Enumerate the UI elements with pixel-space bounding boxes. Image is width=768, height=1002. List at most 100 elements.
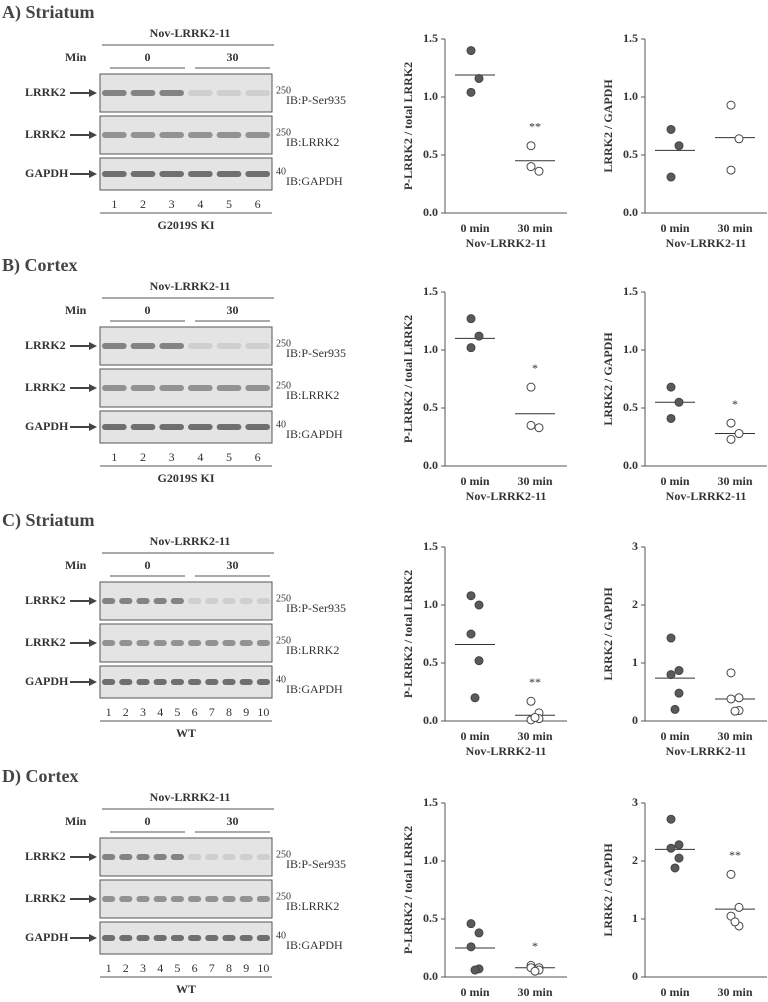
y-tick-label: 1 xyxy=(632,655,638,669)
lane-number: 10 xyxy=(257,961,269,975)
band xyxy=(170,598,184,604)
lane-number: 8 xyxy=(226,705,232,719)
band xyxy=(130,385,156,391)
band xyxy=(188,90,213,96)
dot xyxy=(466,87,476,97)
x-axis-label: Nov-LRRK2-11 xyxy=(666,489,747,503)
band xyxy=(136,935,150,941)
dot xyxy=(474,73,484,83)
dot xyxy=(534,423,544,433)
lane-number: 9 xyxy=(243,705,249,719)
y-axis-label: P-LRRK2 / total LRRK2 xyxy=(401,570,415,698)
ib-label: IB:P-Ser935 xyxy=(286,93,346,107)
band xyxy=(239,598,253,604)
dot xyxy=(674,688,684,698)
y-axis-label: LRRK2 / GAPDH xyxy=(601,843,615,937)
y-tick-label: 0.5 xyxy=(623,400,638,414)
lane-number: 6 xyxy=(255,197,261,211)
band xyxy=(119,679,133,685)
band xyxy=(239,935,253,941)
band xyxy=(222,679,236,685)
band xyxy=(216,385,242,391)
marker: 40 xyxy=(276,419,286,430)
lane-number: 3 xyxy=(140,961,146,975)
band xyxy=(130,90,156,96)
dot xyxy=(466,919,476,929)
dot xyxy=(466,343,476,353)
y-tick-label: 1.5 xyxy=(623,31,638,45)
y-tick-label: 0 xyxy=(632,969,638,983)
y-tick-label: 0.0 xyxy=(623,205,638,219)
y-tick-label: 1.5 xyxy=(423,795,438,809)
panel-title: D) Cortex xyxy=(2,766,78,787)
dot xyxy=(530,713,540,723)
dot xyxy=(730,917,740,927)
blot-strip xyxy=(99,326,273,366)
time-group: 0 xyxy=(145,50,151,64)
x-axis-label: Nov-LRRK2-11 xyxy=(666,1000,747,1002)
dot xyxy=(530,966,540,976)
dot xyxy=(726,869,736,879)
band xyxy=(153,679,167,685)
ib-label: IB:P-Ser935 xyxy=(286,857,346,871)
row-label: GAPDH xyxy=(25,674,69,688)
lane-number: 5 xyxy=(174,961,180,975)
band xyxy=(153,598,167,604)
marker: 250 xyxy=(276,635,291,646)
panel-title: A) Striatum xyxy=(2,2,95,23)
band xyxy=(102,385,127,391)
dot xyxy=(666,843,676,853)
band xyxy=(188,171,213,177)
x-tick-label: 0 min xyxy=(460,729,489,743)
band xyxy=(256,679,270,685)
band xyxy=(245,171,270,177)
lane-number: 1 xyxy=(106,961,112,975)
ib-label: IB:GAPDH xyxy=(286,938,343,952)
significance: * xyxy=(532,361,538,375)
lane-number: 7 xyxy=(209,961,215,975)
lane-number: 7 xyxy=(209,705,215,719)
dot xyxy=(726,165,736,175)
genotype: WT xyxy=(176,982,196,996)
y-tick-label: 0.0 xyxy=(423,713,438,727)
marker: 250 xyxy=(276,380,291,391)
lane-number: 10 xyxy=(257,705,269,719)
lane-number: 3 xyxy=(169,197,175,211)
band xyxy=(159,343,184,349)
y-tick-label: 1.5 xyxy=(623,284,638,298)
y-tick-label: 0.5 xyxy=(623,147,638,161)
significance: ** xyxy=(529,119,541,133)
lane-number: 5 xyxy=(226,450,232,464)
band xyxy=(188,132,213,138)
band xyxy=(153,896,167,902)
band xyxy=(239,679,253,685)
band xyxy=(188,385,213,391)
y-tick-label: 3 xyxy=(632,795,638,809)
band xyxy=(222,896,236,902)
band xyxy=(188,598,202,604)
x-tick-label: 0 min xyxy=(460,985,489,999)
dot xyxy=(726,694,736,704)
band xyxy=(188,343,213,349)
y-tick-label: 0.0 xyxy=(423,205,438,219)
band xyxy=(119,640,133,646)
y-tick-label: 0.0 xyxy=(623,458,638,472)
band xyxy=(102,132,127,138)
significance: * xyxy=(732,397,738,411)
y-tick-label: 1.0 xyxy=(423,342,438,356)
band xyxy=(256,896,270,902)
band xyxy=(136,640,150,646)
genotype: G2019S KI xyxy=(157,471,214,485)
band xyxy=(205,640,219,646)
ib-label: IB:LRRK2 xyxy=(286,135,339,149)
dot xyxy=(666,124,676,134)
blot-strip xyxy=(99,368,273,408)
band xyxy=(245,132,270,138)
band xyxy=(222,854,236,860)
y-tick-label: 0.5 xyxy=(423,911,438,925)
arrowhead xyxy=(89,895,97,903)
significance: ** xyxy=(729,848,741,862)
x-tick-label: 30 min xyxy=(517,221,552,235)
x-tick-label: 30 min xyxy=(517,985,552,999)
